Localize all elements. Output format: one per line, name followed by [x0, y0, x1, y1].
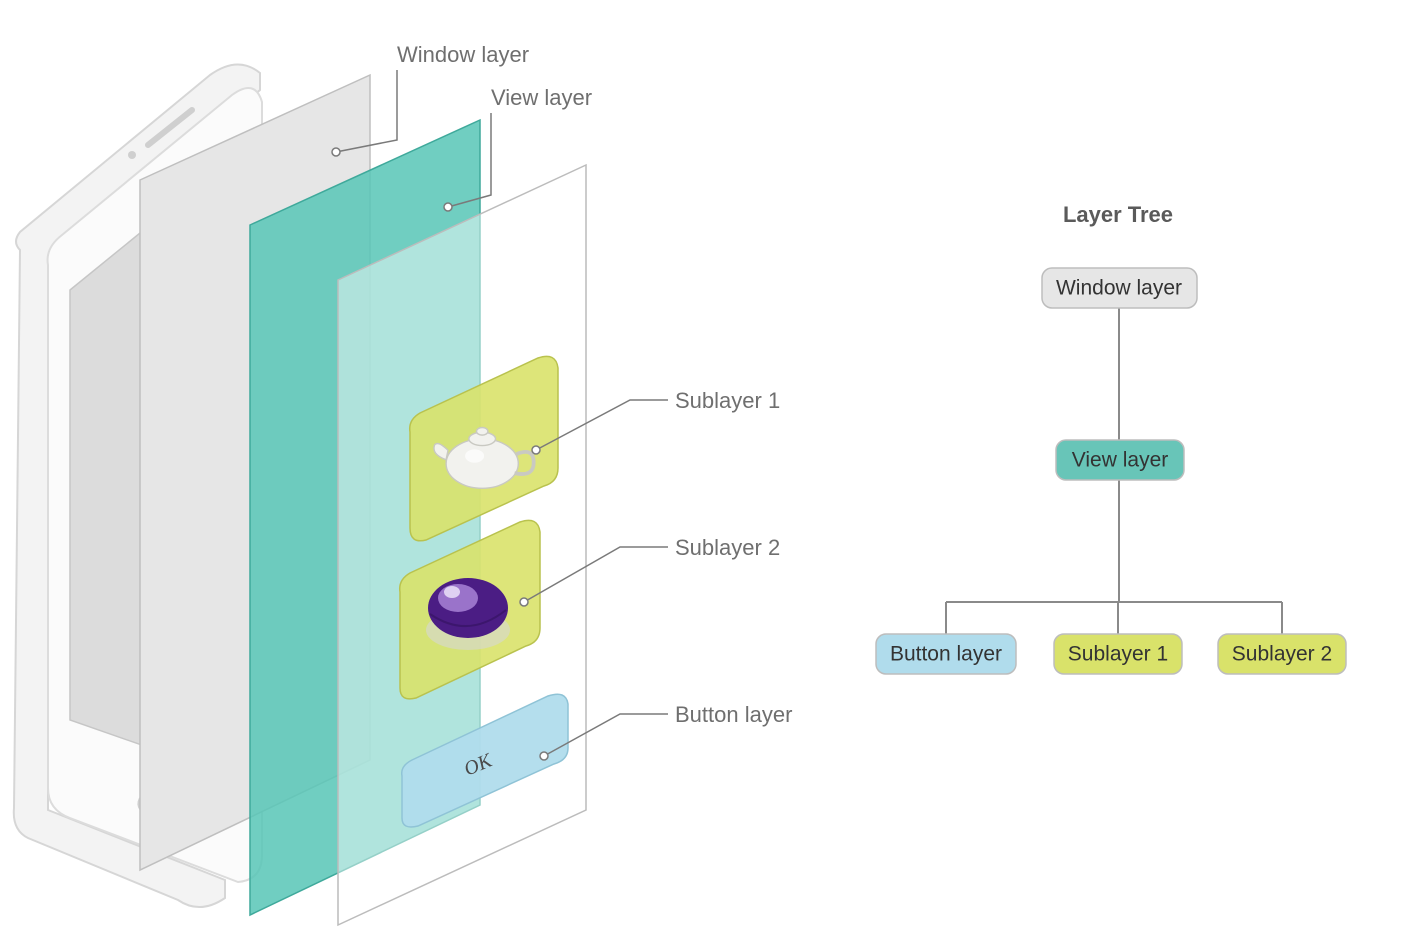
layer-tree: Layer Tree Window layer View layer Butto… — [876, 202, 1346, 674]
tree-title: Layer Tree — [1063, 202, 1173, 227]
callout-window-layer: Window layer — [397, 42, 529, 67]
callout-button-layer: Button layer — [675, 702, 792, 727]
phone-camera-icon — [128, 151, 136, 159]
tree-node-sublayer-2-label: Sublayer 2 — [1232, 643, 1332, 666]
tree-node-button-label: Button layer — [890, 643, 1002, 666]
tree-node-window-label: Window layer — [1056, 277, 1182, 300]
callout-sublayer-2: Sublayer 2 — [675, 535, 780, 560]
tree-node-sublayer-1-label: Sublayer 1 — [1068, 643, 1168, 666]
callout-sublayer-1: Sublayer 1 — [675, 388, 780, 413]
tree-node-view-label: View layer — [1072, 449, 1169, 472]
front-panel — [338, 165, 586, 925]
callout-view-layer: View layer — [491, 85, 592, 110]
orb-icon — [426, 578, 510, 650]
exploded-view: OK — [14, 64, 586, 925]
